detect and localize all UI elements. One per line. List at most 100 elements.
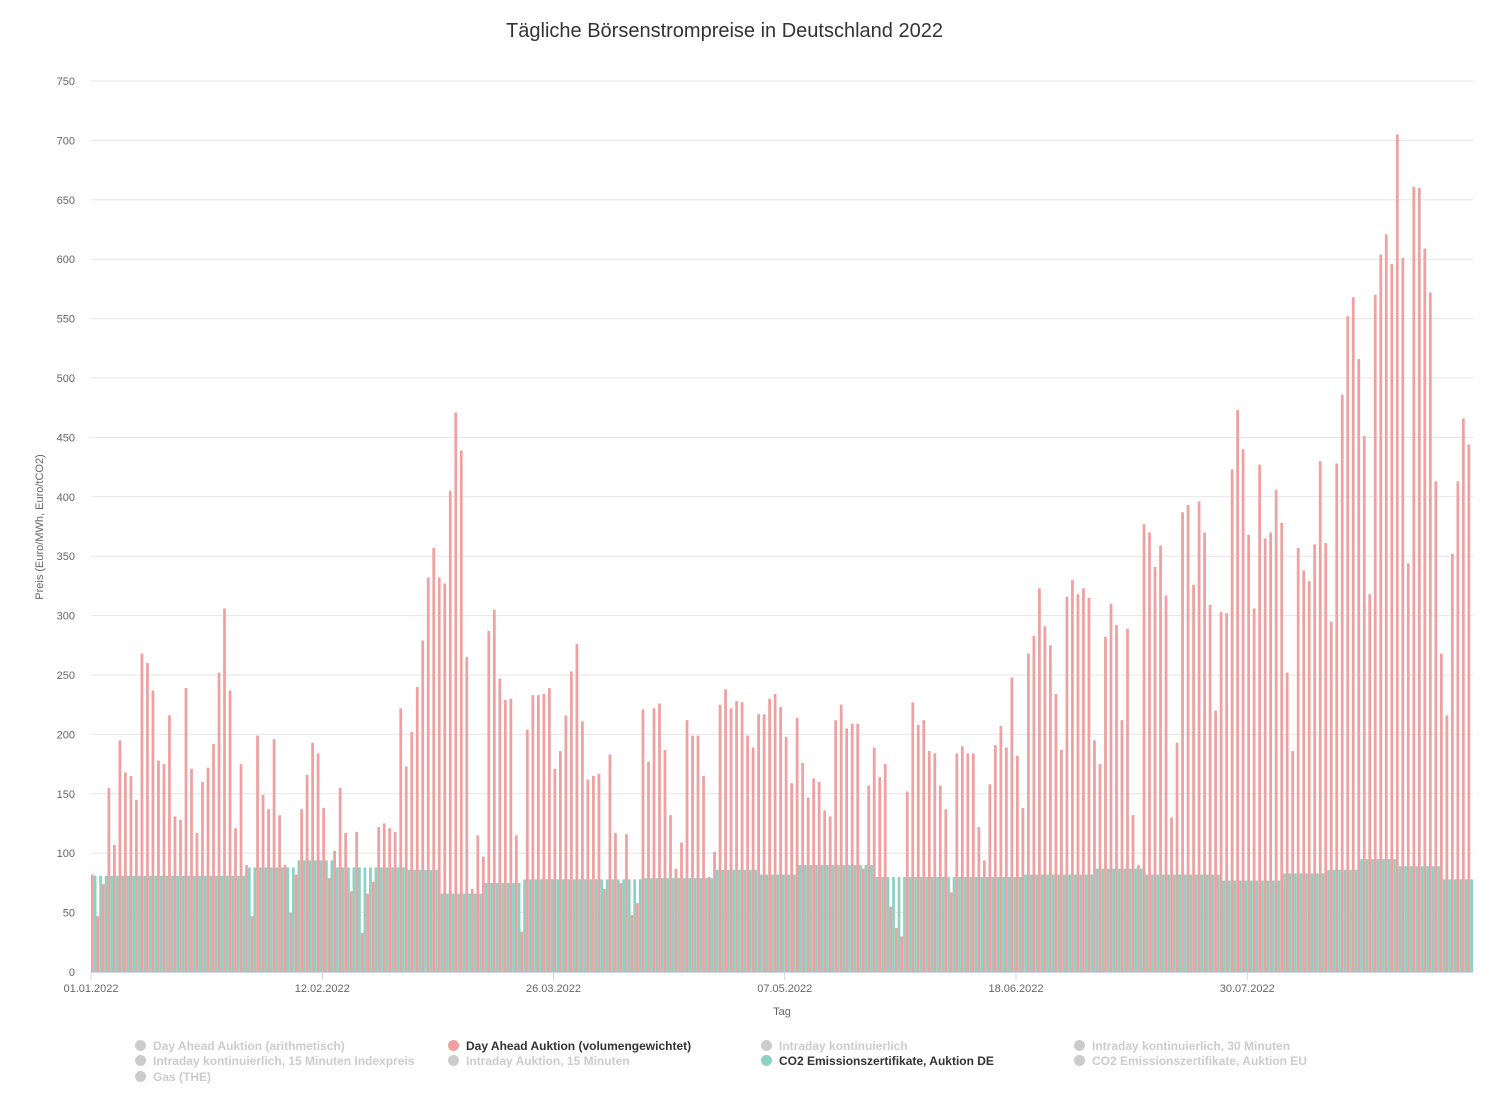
bar-co2	[159, 875, 163, 972]
bar-co2	[1222, 880, 1226, 972]
bar-co2	[1437, 866, 1440, 972]
legend-item-day-ahead-volumengewichtet[interactable]: Day Ahead Auktion (volumengewichtet)	[448, 1039, 691, 1053]
bar-day-ahead	[465, 657, 469, 972]
bar-co2	[804, 865, 807, 972]
bar-day-ahead	[889, 906, 893, 972]
bar-day-ahead	[999, 726, 1003, 972]
bar-co2	[192, 875, 196, 972]
bar-co2	[754, 869, 758, 972]
legend-item-co2-de[interactable]: CO2 Emissionszertifikate, Auktion DE	[761, 1054, 994, 1068]
bar-co2	[1426, 866, 1429, 972]
bar-co2	[1294, 873, 1297, 972]
bar-co2	[980, 876, 983, 972]
bar-day-ahead	[1186, 505, 1190, 972]
bar-day-ahead	[790, 783, 794, 972]
bar-day-ahead	[113, 844, 116, 972]
bar-co2	[534, 879, 537, 972]
y-tick-label: 700	[57, 135, 75, 147]
bar-day-ahead	[553, 768, 557, 972]
bar-day-ahead	[1175, 742, 1179, 972]
bar-day-ahead	[779, 707, 782, 972]
bar-co2	[247, 867, 251, 972]
bar-day-ahead	[1065, 596, 1069, 972]
bar-day-ahead	[1219, 612, 1223, 972]
bar-co2	[473, 893, 477, 972]
bar-co2	[969, 876, 972, 972]
bar-co2	[165, 875, 169, 972]
legend-item-co2-eu[interactable]: CO2 Emissionszertifikate, Auktion EU	[1074, 1054, 1307, 1068]
bar-day-ahead	[1208, 604, 1212, 972]
bar-day-ahead	[349, 891, 353, 972]
bar-co2	[556, 879, 560, 972]
legend-item-gas[interactable]: Gas (THE)	[135, 1070, 211, 1084]
legend-item-intraday-30min[interactable]: Intraday kontinuierlich, 30 Minuten	[1074, 1039, 1290, 1053]
bar-day-ahead	[1450, 553, 1454, 972]
bar-day-ahead	[267, 809, 270, 972]
legend-item-intraday-kontinuierlich[interactable]: Intraday kontinuierlich	[761, 1039, 908, 1053]
bar-day-ahead	[1302, 570, 1306, 972]
legend-dot-icon	[135, 1040, 146, 1051]
bar-co2	[870, 865, 873, 972]
bar-co2	[666, 878, 670, 972]
bar-day-ahead	[938, 785, 942, 972]
bar-day-ahead	[1093, 740, 1096, 972]
bar-day-ahead	[272, 739, 276, 972]
bar-day-ahead	[1395, 134, 1399, 972]
y-tick-label: 250	[57, 670, 75, 682]
bar-day-ahead	[1285, 672, 1289, 972]
bar-co2	[1161, 874, 1165, 972]
bar-day-ahead	[1313, 544, 1317, 972]
bar-day-ahead	[498, 678, 502, 972]
bar-co2	[892, 876, 895, 972]
bar-day-ahead	[421, 640, 425, 972]
bar-co2	[176, 875, 180, 972]
legend-dot-icon	[761, 1040, 772, 1051]
bar-co2	[302, 860, 306, 972]
bar-co2	[798, 865, 802, 972]
legend-item-intraday-15min-index[interactable]: Intraday kontinuierlich, 15 Minuten Inde…	[135, 1054, 414, 1068]
legend-item-intraday-auktion-15min[interactable]: Intraday Auktion, 15 Minuten	[448, 1054, 630, 1068]
bar-day-ahead	[525, 729, 529, 972]
bar-day-ahead	[454, 412, 458, 972]
bar-day-ahead	[1225, 613, 1228, 972]
bar-co2	[1349, 869, 1352, 972]
y-tick-label: 150	[57, 789, 75, 801]
bar-day-ahead	[217, 672, 221, 972]
legend-item-day-ahead-arithmetisch[interactable]: Day Ahead Auktion (arithmetisch)	[135, 1039, 345, 1053]
bar-co2	[985, 876, 989, 972]
bar-co2	[380, 867, 383, 972]
bar-day-ahead	[839, 704, 843, 972]
bar-day-ahead	[713, 852, 716, 972]
bar-co2	[743, 869, 747, 972]
bar-day-ahead	[1346, 316, 1350, 972]
bar-day-ahead	[905, 791, 909, 972]
bar-day-ahead	[410, 732, 414, 972]
bar-day-ahead	[1060, 749, 1063, 972]
bar-co2	[402, 867, 405, 972]
bar-co2	[649, 878, 653, 972]
bar-day-ahead	[1252, 608, 1256, 972]
bar-co2	[291, 867, 295, 972]
bar-day-ahead	[173, 816, 177, 972]
bar-co2	[1365, 859, 1369, 972]
bar-day-ahead	[1214, 710, 1217, 972]
bar-co2	[1018, 876, 1022, 972]
bar-day-ahead	[146, 663, 149, 972]
bar-co2	[1327, 869, 1330, 972]
bar-co2	[1442, 879, 1446, 972]
bar-co2	[1382, 859, 1385, 972]
bar-day-ahead	[1357, 358, 1361, 972]
bar-day-ahead	[256, 735, 259, 972]
bar-co2	[941, 876, 945, 972]
bar-co2	[446, 893, 449, 972]
bar-day-ahead	[1280, 522, 1284, 972]
bar-day-ahead	[1076, 594, 1080, 972]
bar-day-ahead	[1274, 489, 1278, 972]
bar-co2	[1299, 873, 1303, 972]
bar-co2	[1057, 874, 1061, 972]
bar-day-ahead	[944, 809, 948, 972]
bar-day-ahead	[1351, 297, 1355, 972]
bar-co2	[1283, 873, 1286, 972]
legend-label: CO2 Emissionszertifikate, Auktion EU	[1092, 1054, 1307, 1068]
bar-co2	[468, 893, 471, 972]
